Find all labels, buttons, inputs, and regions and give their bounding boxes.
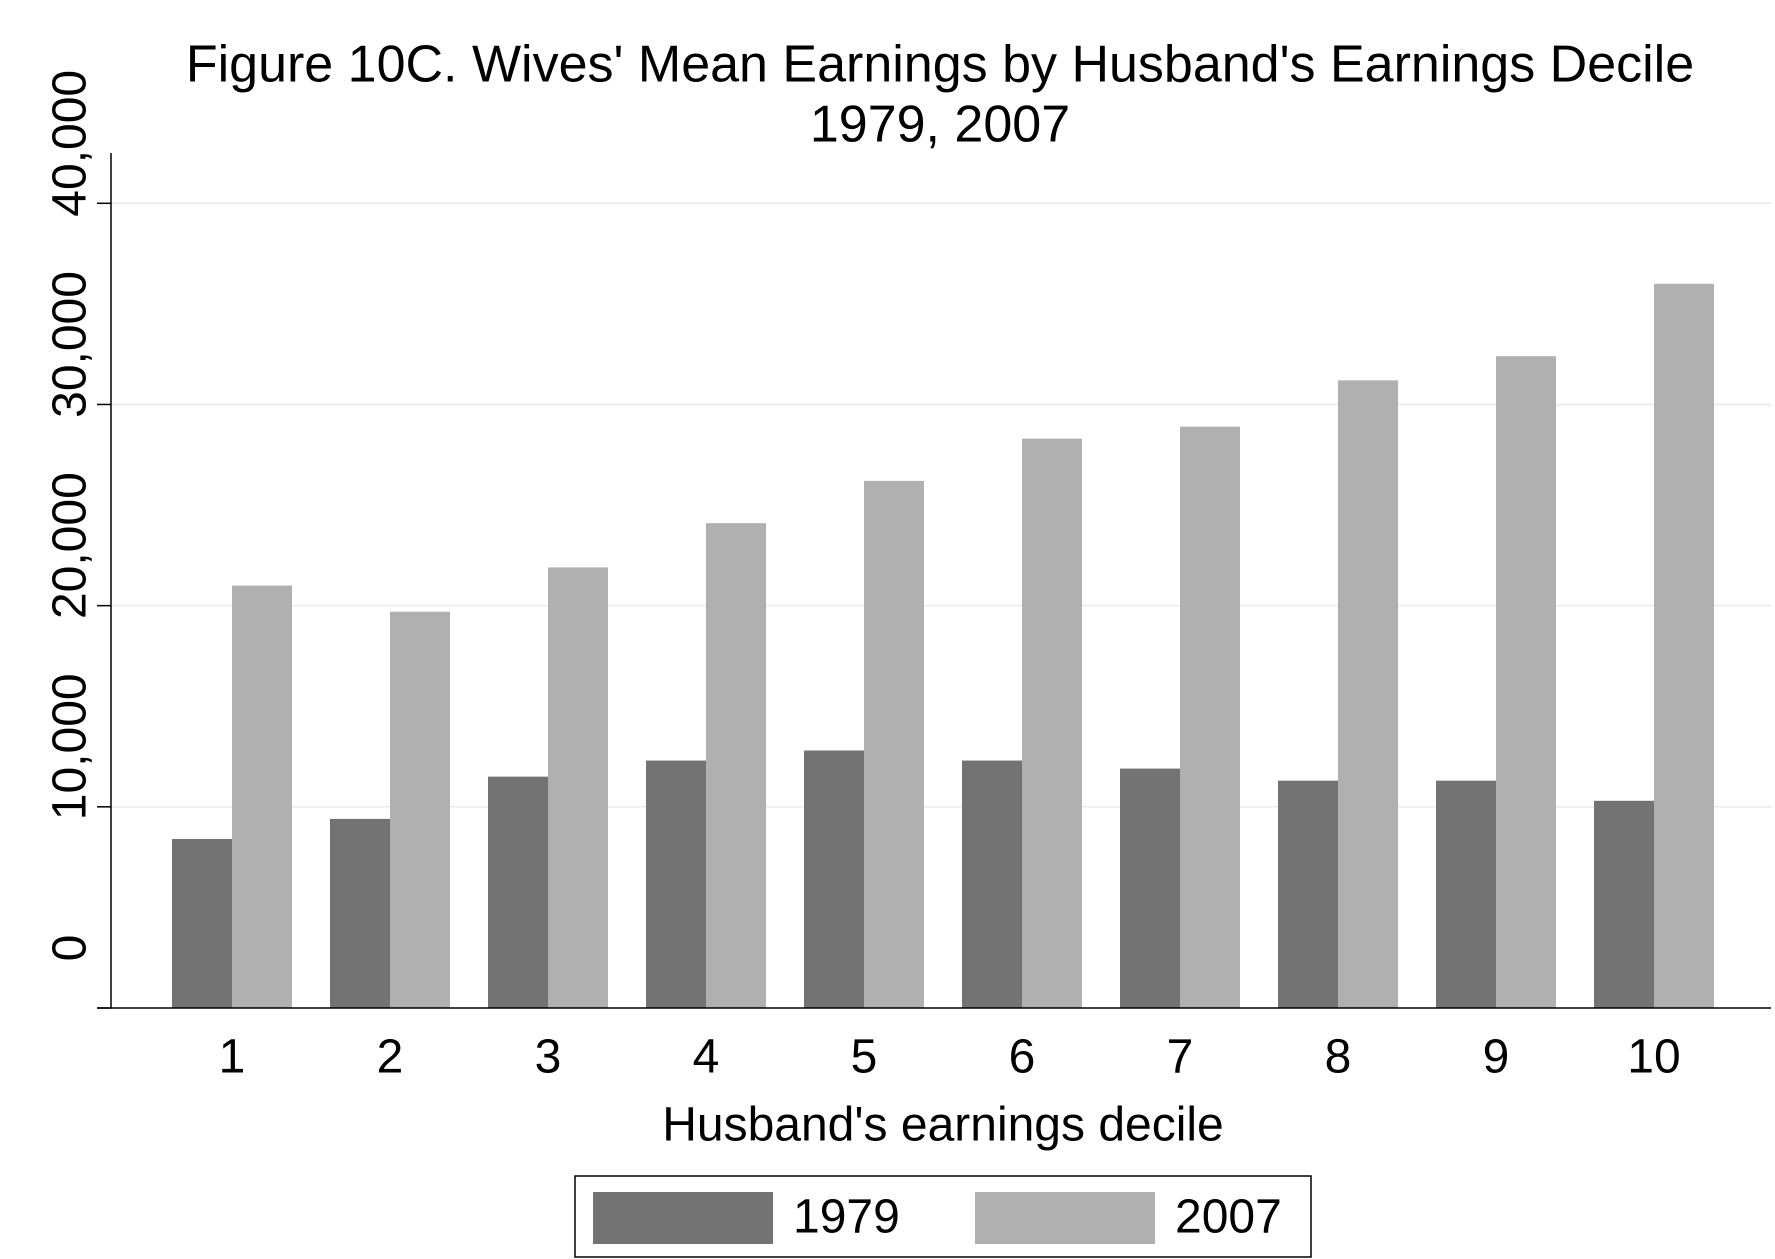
y-tick-label: 10,000 — [44, 673, 97, 820]
x-tick-label: 9 — [1483, 1031, 1510, 1084]
legend-swatch — [593, 1192, 773, 1244]
bar — [646, 760, 706, 1008]
bar — [1654, 283, 1714, 1008]
chart-title: Figure 10C. Wives' Mean Earnings by Husb… — [186, 36, 1694, 94]
x-axis-label: Husband's earnings decile — [662, 1099, 1224, 1152]
bar — [232, 585, 292, 1008]
x-tick-label: 7 — [1167, 1031, 1194, 1084]
bar — [330, 818, 390, 1008]
chart-subtitle: 1979, 2007 — [810, 96, 1070, 154]
bar — [1120, 768, 1180, 1008]
bar — [1338, 380, 1398, 1008]
legend-swatch — [975, 1192, 1155, 1244]
bar — [1022, 438, 1082, 1008]
x-tick-label: 6 — [1009, 1031, 1036, 1084]
bar — [1496, 356, 1556, 1008]
bar — [864, 480, 924, 1009]
x-tick-label: 1 — [219, 1031, 246, 1084]
bar — [706, 523, 766, 1008]
y-tick-label: 30,000 — [44, 271, 97, 418]
y-tick-label: 20,000 — [44, 472, 97, 619]
bar — [962, 760, 1022, 1008]
x-tick-label: 8 — [1325, 1031, 1352, 1084]
bar — [548, 567, 608, 1008]
x-tick-label: 2 — [377, 1031, 404, 1084]
y-tick-label: 40,000 — [44, 70, 97, 217]
legend-label: 2007 — [1175, 1191, 1282, 1244]
bar — [390, 611, 450, 1008]
bar — [1278, 780, 1338, 1008]
bar — [1594, 800, 1654, 1008]
bar — [1180, 426, 1240, 1009]
x-tick-label: 5 — [851, 1031, 878, 1084]
bar — [172, 839, 232, 1008]
legend-label: 1979 — [793, 1191, 900, 1244]
bar — [804, 750, 864, 1008]
bar — [488, 776, 548, 1008]
bar — [1436, 780, 1496, 1008]
x-tick-label: 10 — [1627, 1031, 1680, 1084]
y-tick-label: 0 — [44, 935, 97, 962]
x-tick-label: 3 — [535, 1031, 562, 1084]
x-tick-label: 4 — [693, 1031, 720, 1084]
